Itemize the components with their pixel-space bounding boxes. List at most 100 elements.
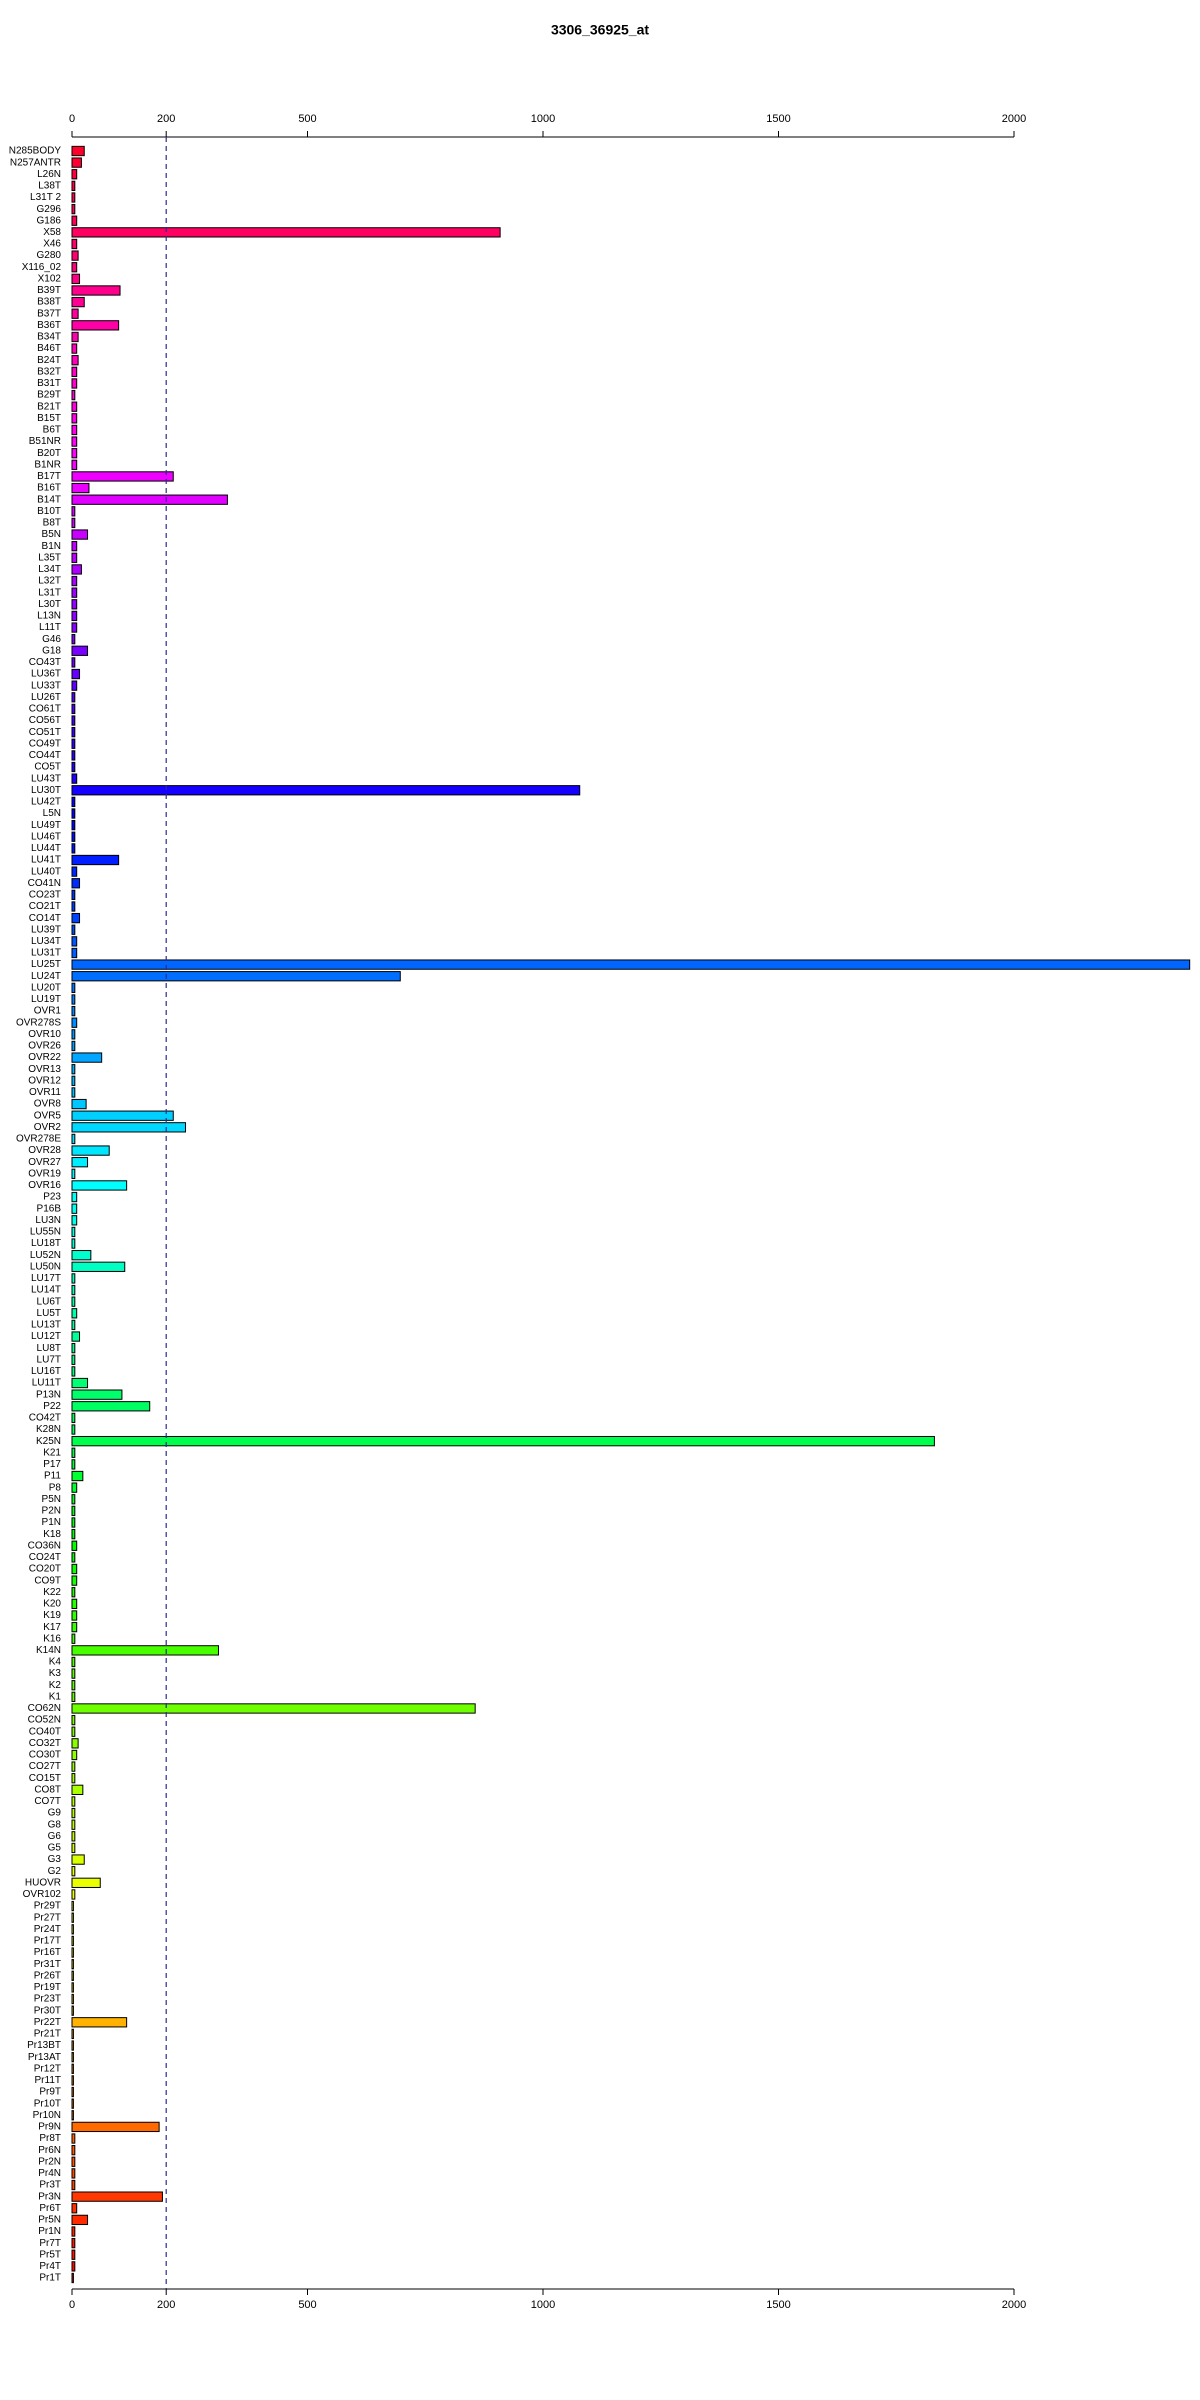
bar <box>71 971 401 982</box>
bar <box>71 2133 76 2144</box>
y-tick-label: OVR2 <box>34 1122 62 1133</box>
bar <box>71 726 76 738</box>
y-tick-label: OVR1 <box>34 1006 62 1017</box>
y-tick-label: CO61T <box>29 704 61 715</box>
x-tick-label: 1500 <box>766 113 790 125</box>
y-tick-label: CO36N <box>28 1540 61 1551</box>
bar <box>71 552 78 563</box>
bar <box>71 1482 78 1493</box>
bar <box>71 1889 76 1900</box>
bar <box>71 1075 76 1086</box>
y-tick-label: K22 <box>43 1587 61 1598</box>
bar <box>71 1191 78 1203</box>
bar <box>71 1261 126 1272</box>
bar <box>71 680 78 691</box>
y-tick-label: B46T <box>37 343 61 354</box>
bar <box>71 1993 74 2005</box>
bar <box>71 517 76 529</box>
y-tick-label: B37T <box>37 308 61 319</box>
bar <box>71 529 89 540</box>
y-tick-label: LU33T <box>31 680 61 691</box>
bar <box>71 1052 103 1063</box>
chart-title: 3306_36925_at <box>551 22 649 38</box>
bar <box>71 854 120 866</box>
y-tick-label: LU3N <box>35 1215 61 1226</box>
bar <box>71 436 78 447</box>
y-tick-label: Pr6N <box>38 2145 61 2156</box>
y-tick-label: OVR19 <box>28 1168 61 1179</box>
y-tick-label: L30T <box>38 599 61 610</box>
y-tick-label: X58 <box>43 227 61 238</box>
bar <box>71 703 76 715</box>
y-tick-label: K19 <box>43 1610 61 1621</box>
y-tick-label: Pr1T <box>39 2273 61 2284</box>
y-tick-label: B31T <box>37 378 61 389</box>
bar <box>71 1517 76 1528</box>
x-tick-label: 2000 <box>1002 2299 1026 2311</box>
bar <box>71 622 78 633</box>
bar <box>71 2017 128 2028</box>
bar <box>71 1505 76 1517</box>
bar <box>71 1668 76 1679</box>
y-tick-label: LU50N <box>30 1261 61 1272</box>
y-tick-label: LU43T <box>31 773 61 784</box>
bar <box>71 599 78 610</box>
bar <box>71 738 76 749</box>
y-tick-label: G5 <box>48 1843 62 1854</box>
y-tick-label: Pr27T <box>34 1912 61 1923</box>
y-tick-label: LU13T <box>31 1320 61 1331</box>
bar <box>71 378 78 389</box>
bar <box>71 901 76 912</box>
bar <box>71 471 174 482</box>
bar <box>71 796 76 808</box>
y-tick-label: Pr3N <box>38 2191 61 2202</box>
y-tick-label: B29T <box>37 390 61 401</box>
x-tick-label: 200 <box>157 2299 175 2311</box>
bar <box>71 1947 74 1958</box>
bar <box>71 1900 74 1912</box>
bar <box>71 2168 76 2179</box>
bar <box>71 634 76 645</box>
y-tick-label: CO56T <box>29 715 61 726</box>
bar <box>71 1180 128 1191</box>
y-tick-label: OVR5 <box>34 1110 62 1121</box>
y-tick-label: CO42T <box>29 1413 61 1424</box>
y-tick-label: LU39T <box>31 924 61 935</box>
y-tick-label: CO21T <box>29 901 61 912</box>
bar <box>71 1691 76 1703</box>
bar <box>71 1738 79 1749</box>
y-tick-label: Pr4T <box>39 2261 61 2272</box>
bar <box>71 343 78 354</box>
bar <box>71 1273 76 1284</box>
bar <box>71 389 76 401</box>
y-tick-label: P11 <box>44 1471 61 1482</box>
bar <box>71 2272 74 2284</box>
bar <box>71 959 1191 970</box>
y-tick-label: Pr1N <box>38 2226 61 2237</box>
y-tick-label: G3 <box>48 1854 62 1865</box>
bar <box>71 1168 76 1179</box>
bar <box>71 773 78 784</box>
bar <box>71 1215 78 1226</box>
y-tick-label: CO24T <box>29 1552 61 1563</box>
y-tick-label: B17T <box>37 471 61 482</box>
bar <box>71 541 78 552</box>
x-tick-label: 500 <box>298 2299 316 2311</box>
bar <box>71 1145 110 1156</box>
y-tick-label: Pr9T <box>39 2087 61 2098</box>
bar <box>71 1854 85 1865</box>
y-tick-label: OVR10 <box>28 1029 61 1040</box>
bar <box>71 715 76 726</box>
y-tick-label: B6T <box>43 425 61 436</box>
y-tick-label: Pr12T <box>34 2063 61 2074</box>
y-tick-label: P16B <box>37 1203 62 1214</box>
y-tick-label: P17 <box>43 1459 61 1470</box>
y-tick-label: LU6T <box>37 1296 61 1307</box>
y-tick-label: B38T <box>37 297 61 308</box>
y-tick-label: L11T <box>39 622 61 633</box>
y-tick-label: L5N <box>43 808 61 819</box>
y-tick-label: P1N <box>42 1517 61 1528</box>
bar <box>71 2191 163 2202</box>
bar <box>71 180 76 192</box>
bar <box>71 1447 76 1458</box>
